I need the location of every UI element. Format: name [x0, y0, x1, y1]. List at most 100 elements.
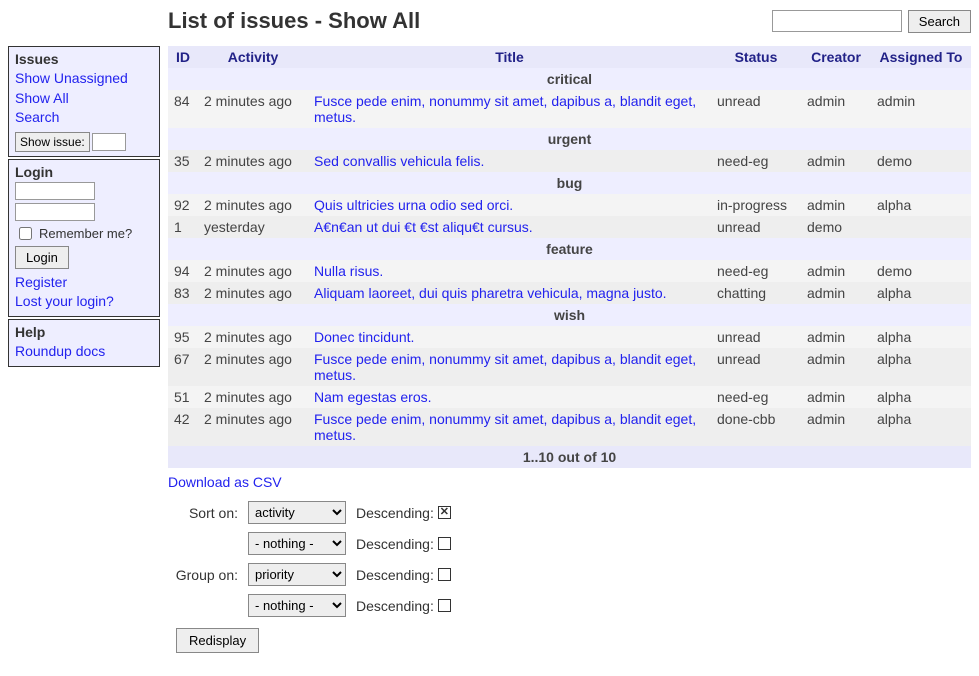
cell-creator: admin: [801, 150, 871, 172]
login-password-input[interactable]: [15, 203, 95, 221]
sidebar-help-link-0[interactable]: Roundup docs: [15, 342, 153, 362]
column-header-creator[interactable]: Creator: [801, 46, 871, 68]
table-row: 352 minutes ago Sed convallis vehicula fe…: [168, 150, 971, 172]
cell-activity: 2 minutes ago: [198, 386, 308, 408]
cell-assigned: alpha: [871, 326, 971, 348]
cell-id: 84: [168, 90, 198, 128]
sidebar-login-link-1[interactable]: Lost your login?: [15, 292, 153, 312]
download-csv-link[interactable]: Download as CSV: [168, 474, 282, 490]
remember-label: Remember me?: [39, 226, 132, 241]
sidebar-issues-links: Show UnassignedShow AllSearch: [15, 69, 153, 128]
sidebar-issues-link-1[interactable]: Show All: [15, 89, 153, 109]
cell-title: Donec tincidunt.: [308, 326, 711, 348]
cell-id: 51: [168, 386, 198, 408]
cell-status: unread: [711, 216, 801, 238]
sortgroup-select-1[interactable]: activitypriority- nothing -: [248, 532, 346, 555]
cell-assigned: alpha: [871, 386, 971, 408]
table-row: 952 minutes agoDonec tincidunt.unreadadm…: [168, 326, 971, 348]
sortgroup-select-3[interactable]: activitypriority- nothing -: [248, 594, 346, 617]
descending-label: Descending:: [356, 567, 434, 583]
cell-activity: 2 minutes ago: [198, 150, 308, 172]
group-header-feature: feature: [168, 238, 971, 260]
sortgroup-select-0[interactable]: activitypriority- nothing -: [248, 501, 346, 524]
issue-title-link[interactable]: Sed convallis vehicula felis.: [314, 153, 484, 169]
cell-status: unread: [711, 90, 801, 128]
sortgroup-label: [170, 529, 242, 558]
cell-id: 35: [168, 150, 198, 172]
issue-title-link[interactable]: Donec tincidunt.: [314, 329, 414, 345]
cell-activity: 2 minutes ago: [198, 408, 308, 446]
sidebar-issues-link-0[interactable]: Show Unassigned: [15, 69, 153, 89]
summary-row: 1..10 out of 10: [168, 446, 971, 468]
cell-assigned: alpha: [871, 348, 971, 386]
cell-creator: admin: [801, 282, 871, 304]
table-row: 832 minutes ago Aliquam laoreet, dui quis…: [168, 282, 971, 304]
cell-title: Quis ultricies urna odio sed orci.: [308, 194, 711, 216]
cell-status: done-cbb: [711, 408, 801, 446]
issue-title-link[interactable]: A€n€an ut dui €t €st aliqu€t cursus.: [314, 219, 533, 235]
cell-creator: demo: [801, 216, 871, 238]
cell-status: chatting: [711, 282, 801, 304]
cell-activity: 2 minutes ago: [198, 194, 308, 216]
sidebar-issues-link-2[interactable]: Search: [15, 108, 153, 128]
issue-title-link[interactable]: Nulla risus.: [314, 263, 383, 279]
cell-assigned: admin: [871, 90, 971, 128]
cell-status: unread: [711, 326, 801, 348]
column-header-status[interactable]: Status: [711, 46, 801, 68]
group-header-bug: bug: [168, 172, 971, 194]
issue-title-link[interactable]: Fusce pede enim, nonummy sit amet, dapib…: [314, 93, 696, 125]
issue-title-link[interactable]: Nam egestas eros.: [314, 389, 432, 405]
descending-checkbox-1[interactable]: [438, 537, 451, 550]
cell-activity: yesterday: [198, 216, 308, 238]
descending-checkbox-3[interactable]: [438, 599, 451, 612]
cell-title: Sed convallis vehicula felis.: [308, 150, 711, 172]
issue-title-link[interactable]: Fusce pede enim, nonummy sit amet, dapib…: [314, 351, 696, 383]
issue-title-link[interactable]: Aliquam laoreet, dui quis pharetra vehic…: [314, 285, 667, 301]
cell-assigned: alpha: [871, 282, 971, 304]
issue-title-link[interactable]: Quis ultricies urna odio sed orci.: [314, 197, 513, 213]
login-button[interactable]: Login: [15, 246, 69, 269]
sidebar-login-link-0[interactable]: Register: [15, 273, 153, 293]
cell-title: Aliquam laoreet, dui quis pharetra vehic…: [308, 282, 711, 304]
cell-id: 94: [168, 260, 198, 282]
cell-creator: admin: [801, 90, 871, 128]
search-input[interactable]: [772, 10, 902, 32]
cell-id: 42: [168, 408, 198, 446]
column-header-title[interactable]: Title: [308, 46, 711, 68]
column-header-id[interactable]: ID: [168, 46, 198, 68]
show-issue-button[interactable]: Show issue:: [15, 132, 90, 152]
sidebar-login-heading: Login: [15, 164, 153, 180]
sidebar-help-box: Help Roundup docs: [8, 319, 160, 367]
login-username-input[interactable]: [15, 182, 95, 200]
cell-id: 83: [168, 282, 198, 304]
sidebar-issues-heading: Issues: [15, 51, 153, 67]
descending-checkbox-2[interactable]: [438, 568, 451, 581]
search-button[interactable]: Search: [908, 10, 971, 33]
cell-assigned: alpha: [871, 194, 971, 216]
cell-title: A€n€an ut dui €t €st aliqu€t cursus.: [308, 216, 711, 238]
cell-id: 95: [168, 326, 198, 348]
show-issue-input[interactable]: [92, 133, 126, 151]
sortgroup-label: Sort on:: [170, 498, 242, 527]
cell-activity: 2 minutes ago: [198, 348, 308, 386]
column-header-assigned-to[interactable]: Assigned To: [871, 46, 971, 68]
redisplay-button[interactable]: Redisplay: [176, 628, 259, 653]
column-header-activity[interactable]: Activity: [198, 46, 308, 68]
sortgroup-select-2[interactable]: activitypriority- nothing -: [248, 563, 346, 586]
cell-assigned: alpha: [871, 408, 971, 446]
table-row: 942 minutes agoNulla risus.need-egadmind…: [168, 260, 971, 282]
cell-id: 67: [168, 348, 198, 386]
sort-group-table: Sort on: activitypriority- nothing - Desce…: [168, 496, 457, 622]
issue-title-link[interactable]: Fusce pede enim, nonummy sit amet, dapib…: [314, 411, 696, 443]
table-row: 672 minutes agoFusce pede enim, nonummy …: [168, 348, 971, 386]
descending-label: Descending:: [356, 505, 434, 521]
cell-title: Fusce pede enim, nonummy sit amet, dapib…: [308, 348, 711, 386]
cell-activity: 2 minutes ago: [198, 282, 308, 304]
cell-title: Nam egestas eros.: [308, 386, 711, 408]
remember-checkbox[interactable]: [19, 227, 32, 240]
cell-assigned: [871, 216, 971, 238]
page-title: List of issues - Show All: [168, 8, 420, 34]
group-header-wish: wish: [168, 304, 971, 326]
descending-checkbox-0[interactable]: ✕: [438, 506, 451, 519]
sortgroup-label: Group on:: [170, 560, 242, 589]
